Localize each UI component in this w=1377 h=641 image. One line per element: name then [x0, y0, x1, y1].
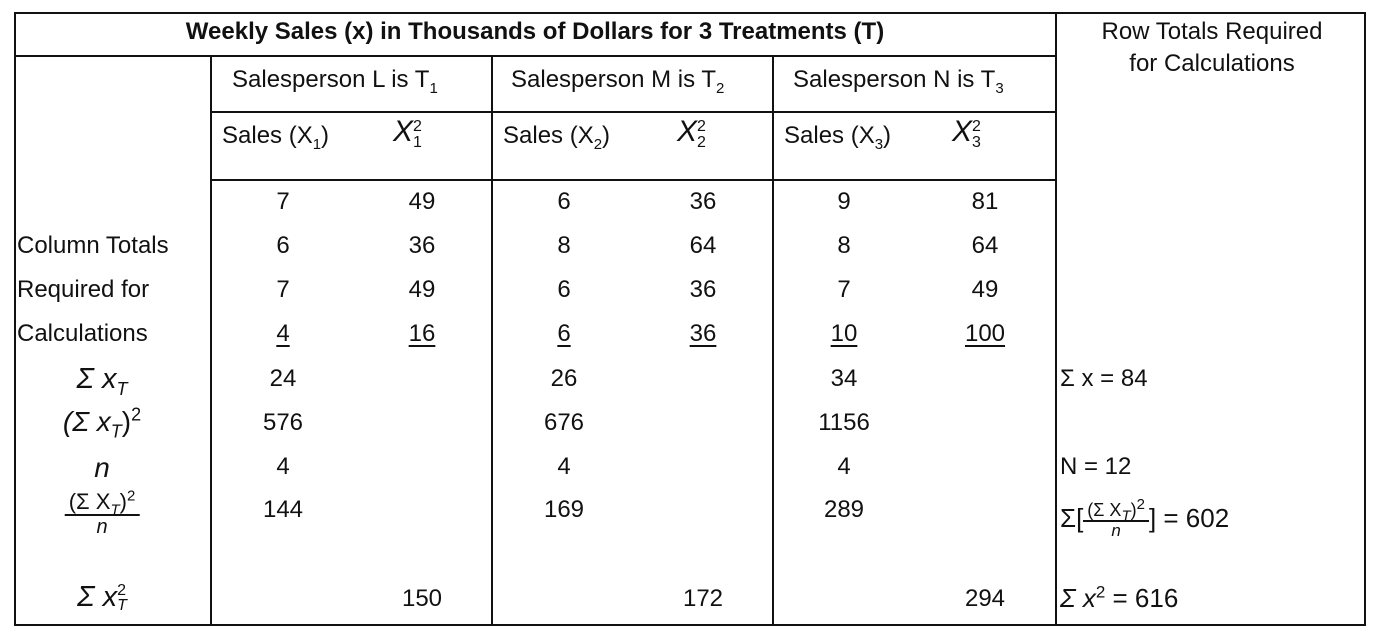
cell-r2-c1: 6 — [276, 232, 290, 259]
cell-r3-c5: 7 — [837, 276, 851, 303]
totals-column-divider — [1055, 12, 1057, 626]
cell-r1-c5: 9 — [837, 188, 851, 215]
sales-header-3: Sales (X3) — [784, 122, 892, 153]
left-label-calculations: Calculations — [17, 320, 148, 347]
n-3: 4 — [837, 453, 851, 480]
cell-r3-c4: 36 — [689, 276, 717, 303]
label-sum-x: Σ xT — [76, 363, 128, 399]
label-n: n — [94, 452, 110, 483]
cell-r4-c3: 6 — [557, 320, 571, 347]
cell-r2-c6: 64 — [971, 232, 999, 259]
row-totals-header-line1: Row Totals Required — [1101, 18, 1323, 45]
sum-x-squared-2: 676 — [543, 409, 585, 436]
salesperson-header-n: Salesperson N is T3 — [793, 66, 1004, 97]
sum-squares-2: 172 — [682, 585, 724, 612]
cell-r3-c1: 7 — [276, 276, 290, 303]
cell-r4-c6: 100 — [964, 320, 1006, 347]
cell-r4-c5: 10 — [830, 320, 858, 347]
row-total-sum-x: Σ x = 84 — [1060, 365, 1148, 392]
sum-x-squared-1: 576 — [262, 409, 304, 436]
frac-2: 169 — [543, 496, 585, 523]
cell-r2-c3: 8 — [557, 232, 571, 259]
subheader-divider — [211, 179, 1057, 181]
cell-r4-c2: 16 — [408, 320, 436, 347]
salesperson-header-l: Salesperson L is T1 — [232, 66, 438, 97]
n-2: 4 — [557, 453, 571, 480]
title-divider — [14, 55, 1057, 57]
sum-x-1: 24 — [269, 365, 297, 392]
row-total-n: N = 12 — [1060, 453, 1132, 480]
cell-r1-c6: 81 — [971, 188, 999, 215]
salesperson-header-m: Salesperson M is T2 — [511, 66, 725, 97]
table-title: Weekly Sales (x) in Thousands of Dollars… — [185, 18, 885, 45]
row-total-sum-squares: Σ x2 = 616 — [1060, 582, 1179, 613]
sum-squares-1: 150 — [401, 585, 443, 612]
sum-x-squared-3: 1156 — [818, 409, 870, 436]
cell-r3-c3: 6 — [557, 276, 571, 303]
frac-1: 144 — [262, 496, 304, 523]
sales-header-2: Sales (X2) — [503, 122, 611, 153]
left-label-required-for: Required for — [17, 276, 150, 303]
label-fraction: (Σ XT)2 n — [64, 489, 140, 538]
cell-r3-c2: 49 — [408, 276, 436, 303]
cell-r2-c5: 8 — [837, 232, 851, 259]
cell-r4-c4: 36 — [689, 320, 717, 347]
label-sum-x-squared: (Σ xT)2 — [62, 404, 142, 442]
sales-header-1: Sales (X1) — [222, 122, 330, 153]
sum-x-3: 34 — [830, 365, 858, 392]
cell-r1-c2: 49 — [408, 188, 436, 215]
table-frame — [14, 12, 1366, 626]
salesperson-divider — [211, 111, 1057, 113]
cell-r2-c2: 36 — [408, 232, 436, 259]
cell-r4-c1: 4 — [276, 320, 290, 347]
cell-r1-c3: 6 — [557, 188, 571, 215]
cell-r2-c4: 64 — [689, 232, 717, 259]
row-totals-header-line2: for Calculations — [1129, 50, 1295, 77]
cell-r1-c4: 36 — [689, 188, 717, 215]
sum-x-2: 26 — [550, 365, 578, 392]
cell-r1-c1: 7 — [276, 188, 290, 215]
label-column-divider — [210, 55, 212, 626]
n-1: 4 — [276, 453, 290, 480]
sum-squares-3: 294 — [964, 585, 1006, 612]
row-total-fraction: Σ[ (Σ XT)2 n ] = 602 — [1060, 496, 1230, 540]
frac-3: 289 — [823, 496, 865, 523]
left-label-column-totals: Column Totals — [17, 232, 169, 259]
cell-r3-c6: 49 — [971, 276, 999, 303]
col-divider-2 — [772, 55, 774, 626]
col-divider-1 — [491, 55, 493, 626]
